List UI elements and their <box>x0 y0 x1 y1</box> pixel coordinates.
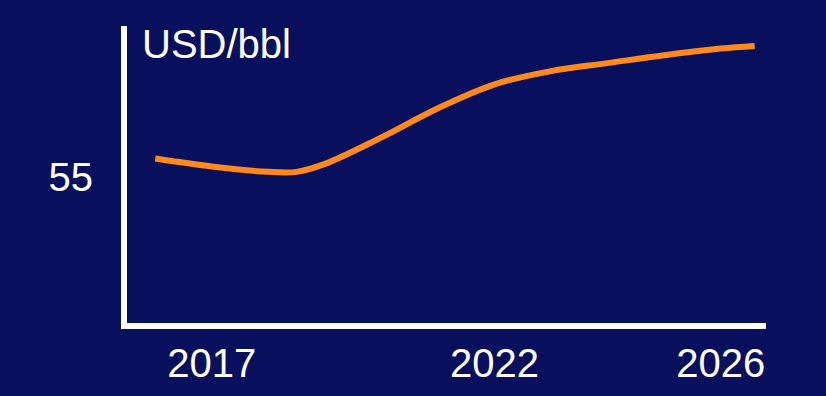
svg-text:USD/bbl: USD/bbl <box>142 22 291 66</box>
svg-text:55: 55 <box>49 155 94 199</box>
svg-text:2026: 2026 <box>676 341 765 385</box>
svg-text:2022: 2022 <box>450 341 539 385</box>
svg-text:2017: 2017 <box>167 341 256 385</box>
